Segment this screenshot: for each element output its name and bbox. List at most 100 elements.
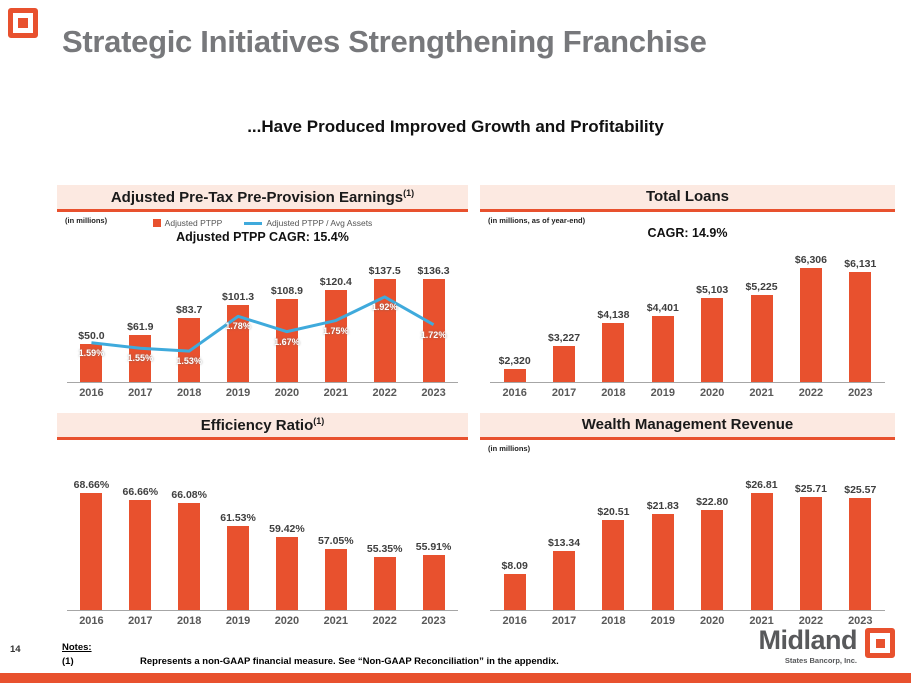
bar xyxy=(503,574,526,610)
bar-slot: 57.05% xyxy=(311,479,360,610)
legend-item-ptpp-avg-assets: Adjusted PTPP / Avg Assets xyxy=(244,218,372,228)
bar xyxy=(227,304,250,382)
bar xyxy=(178,318,201,382)
ptpp-cagr-note: Adjusted PTPP CAGR: 15.4% xyxy=(176,230,349,244)
total-loans-chart: $2,320 $3,227 $4,138 $4,401 $5,103 $5,225 $6,3… xyxy=(486,251,889,401)
x-axis-label: 2022 xyxy=(798,387,824,399)
midland-square-logo-icon xyxy=(8,8,38,38)
bar-value-label: $50.0 xyxy=(78,329,105,342)
line-value-label: 1.55% xyxy=(127,353,154,364)
bar-swatch-icon xyxy=(152,219,161,227)
bar xyxy=(602,322,625,382)
bar-slot: $120.4 xyxy=(311,265,360,382)
bar-slot: $136.3 xyxy=(409,265,458,382)
legend-label: Adjusted PTPP / Avg Assets xyxy=(266,218,373,228)
x-axis-label: 2020 xyxy=(274,615,300,627)
line-value-label: 1.75% xyxy=(323,325,349,336)
bar xyxy=(651,513,674,610)
x-axis-label: 2019 xyxy=(650,615,676,627)
x-axis-label: 2018 xyxy=(601,387,626,399)
units-note: (in millions, as of year-end) xyxy=(488,216,586,225)
panel-efficiency-ratio: Efficiency Ratio(1) 68.66% 66.66% 66.08% 61… xyxy=(57,413,468,629)
bar-slot: $20.51 xyxy=(589,479,638,610)
x-axis-label: 2023 xyxy=(421,615,446,627)
line-value-label: 1.92% xyxy=(371,301,398,312)
bar xyxy=(373,279,396,382)
bar-value-label: 55.35% xyxy=(366,543,403,556)
x-axis-label: 2016 xyxy=(79,615,104,627)
bar-value-label: $4,138 xyxy=(597,308,630,321)
bar xyxy=(275,536,298,610)
panel-title-text: Efficiency Ratio xyxy=(200,417,314,434)
x-axis-label: 2016 xyxy=(79,387,104,399)
bar-value-label: 66.66% xyxy=(122,486,159,499)
bar-value-label: $21.83 xyxy=(646,499,679,512)
bar xyxy=(602,519,625,610)
x-axis-label: 2021 xyxy=(749,387,774,399)
bar-slot: $25.71 xyxy=(786,479,835,610)
bar xyxy=(503,368,526,382)
logo-wordmark: Midland xyxy=(758,625,858,656)
bar xyxy=(849,497,872,610)
x-axis-label: 2023 xyxy=(421,387,446,399)
line-value-label: 1.72% xyxy=(420,329,447,340)
bar xyxy=(553,345,576,382)
x-axis-label: 2018 xyxy=(176,615,202,627)
bar-value-label: $108.9 xyxy=(270,285,303,298)
bar-value-label: $26.81 xyxy=(745,479,778,491)
x-axis-label: 2019 xyxy=(650,387,676,399)
bar-value-label: 61.53% xyxy=(220,512,256,525)
bar-slot: $4,401 xyxy=(638,251,687,382)
panel-title-text: Wealth Management Revenue xyxy=(581,416,794,433)
x-axis-label: 2022 xyxy=(798,615,824,627)
x-axis-label: 2022 xyxy=(372,387,397,399)
page-number: 14 xyxy=(10,644,21,655)
bar-slot: $26.81 xyxy=(737,479,786,610)
x-axis-label: 2021 xyxy=(323,387,349,399)
bar-value-label: $61.9 xyxy=(127,320,154,333)
x-axis-label: 2020 xyxy=(274,387,300,399)
panel-adjusted-ptpp-body: (in millions) Adjusted PTPP Adjusted PTP… xyxy=(57,212,468,401)
x-axis-label: 2023 xyxy=(848,615,873,627)
bar-value-label: $5,103 xyxy=(696,284,729,297)
line-value-label: 1.59% xyxy=(78,347,105,358)
x-axis-label: 2020 xyxy=(699,387,725,399)
bar-value-label: $137.5 xyxy=(368,265,401,277)
bar-slot: $6,306 xyxy=(786,251,835,382)
x-axis-label: 2016 xyxy=(502,615,527,627)
legend-item-adjusted-ptpp: Adjusted PTPP xyxy=(152,218,222,228)
x-axis-label: 2023 xyxy=(848,387,873,399)
x-axis-label: 2017 xyxy=(128,615,153,627)
footnote-ref: (1) xyxy=(313,416,325,426)
x-axis-label: 2017 xyxy=(128,387,153,399)
bar-value-label: $2,320 xyxy=(498,354,531,367)
x-axis-label: 2019 xyxy=(225,387,251,399)
bar-slot: 66.08% xyxy=(165,479,214,610)
panel-title-text: Total Loans xyxy=(645,188,730,205)
footnote-ref: (1) xyxy=(403,188,415,198)
bar xyxy=(373,557,396,610)
panel-title-text: Adjusted Pre-Tax Pre-Provision Earnings xyxy=(110,189,404,206)
bar-value-label: $8.09 xyxy=(501,560,528,573)
ptpp-legend: Adjusted PTPP Adjusted PTPP / Avg Assets xyxy=(63,218,462,228)
bar-value-label: $6,131 xyxy=(844,258,877,271)
slide-subtitle: ...Have Produced Improved Growth and Pro… xyxy=(247,117,664,136)
bar-value-label: $22.80 xyxy=(696,495,729,508)
plot-area: $2,320 $3,227 $4,138 $4,401 $5,103 $5,225 $6,3… xyxy=(490,251,885,383)
bar-value-label: 55.91% xyxy=(415,540,452,553)
line-swatch-icon xyxy=(244,221,263,225)
bar xyxy=(553,551,576,610)
bottom-accent-bar xyxy=(0,673,911,683)
panel-wealth-management-body: (in millions) $8.09 $13.34 $20.51 $21.83 $22… xyxy=(480,440,895,629)
bar xyxy=(750,295,773,382)
bar xyxy=(422,554,445,610)
bar-slot: 59.42% xyxy=(263,479,312,610)
midland-logo: Midland States Bancorp, Inc. xyxy=(758,625,895,665)
bar xyxy=(799,267,822,382)
midland-square-logo-icon xyxy=(865,628,895,659)
bar-slot: $108.9 xyxy=(263,265,312,382)
panel-total-loans: Total Loans (in millions, as of year-end… xyxy=(480,185,895,401)
wealth-management-chart: $8.09 $13.34 $20.51 $21.83 $22.80 $26.81 $25.7… xyxy=(486,479,889,629)
x-axis-label: 2020 xyxy=(699,615,725,627)
bar-slot: 68.66% xyxy=(67,479,116,610)
